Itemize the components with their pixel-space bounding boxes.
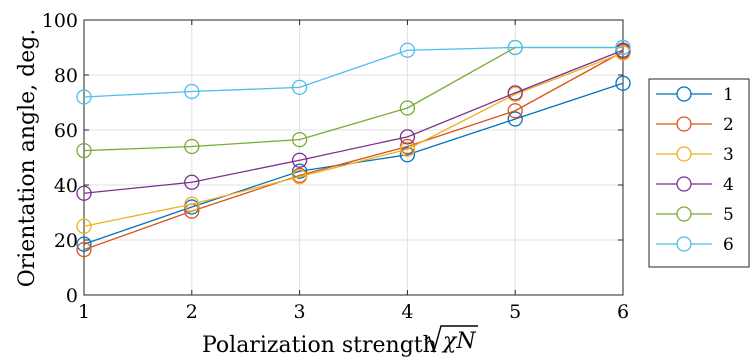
data-point-2 bbox=[76, 241, 92, 258]
series-2 bbox=[76, 43, 631, 258]
data-point-1 bbox=[615, 75, 631, 91]
legend-label: 5 bbox=[723, 205, 734, 225]
series-1 bbox=[76, 75, 631, 252]
y-tick-label: 0 bbox=[66, 285, 78, 307]
x-tick-label: 5 bbox=[509, 301, 521, 323]
legend-label: 3 bbox=[723, 145, 734, 165]
y-tick-label: 100 bbox=[42, 10, 78, 32]
data-point-4 bbox=[76, 185, 92, 201]
legend-marker bbox=[676, 236, 692, 252]
y-tick-label: 60 bbox=[54, 120, 78, 142]
x-axis-label-math: χN bbox=[424, 325, 478, 354]
series-layer bbox=[76, 39, 631, 258]
legend-item-4: 4 bbox=[656, 175, 734, 195]
legend-marker bbox=[676, 86, 692, 102]
legend-marker bbox=[676, 146, 692, 162]
data-point-5 bbox=[184, 138, 200, 155]
x-tick-label: 1 bbox=[78, 301, 90, 323]
data-point-1 bbox=[291, 163, 308, 179]
y-tick-label: 20 bbox=[54, 230, 78, 252]
legend-box bbox=[648, 78, 750, 268]
legend-item-6: 6 bbox=[656, 235, 734, 255]
x-axis-label-text: Polarization strength bbox=[202, 333, 437, 358]
plot-area-frame bbox=[83, 19, 624, 296]
data-point-6 bbox=[615, 39, 631, 56]
legend-item-2: 2 bbox=[656, 115, 734, 135]
y-tick-label: 40 bbox=[54, 175, 78, 197]
data-point-6 bbox=[399, 42, 416, 58]
legend-items: 1 2 3 4 5 6 bbox=[656, 85, 734, 255]
legend-item-1: 1 bbox=[656, 85, 734, 105]
series-4 bbox=[76, 42, 631, 201]
data-point-6 bbox=[76, 89, 92, 105]
series-line-2 bbox=[83, 51, 624, 251]
data-point-4 bbox=[507, 85, 523, 101]
series-line-3 bbox=[83, 52, 624, 227]
series-line-1 bbox=[83, 82, 624, 245]
data-point-3 bbox=[184, 196, 200, 212]
data-point-1 bbox=[507, 111, 523, 127]
series-3 bbox=[76, 45, 631, 234]
series-line-6 bbox=[83, 46, 623, 98]
legend-item-5: 5 bbox=[656, 205, 734, 225]
data-point-5 bbox=[76, 142, 92, 159]
data-point-4 bbox=[184, 174, 200, 190]
x-tick-label: 3 bbox=[294, 301, 306, 323]
x-tick-label: 4 bbox=[401, 301, 413, 323]
series-5 bbox=[76, 39, 631, 159]
data-point-2 bbox=[507, 103, 523, 119]
axes bbox=[83, 19, 624, 296]
legend-marker bbox=[676, 176, 692, 192]
x-tick-label: 6 bbox=[617, 301, 629, 323]
data-point-1 bbox=[399, 147, 416, 163]
x-axis-label: Polarization strength bbox=[202, 333, 437, 358]
data-point-5 bbox=[399, 100, 416, 116]
legend-label: 1 bbox=[723, 85, 734, 105]
legend-label: 2 bbox=[723, 115, 734, 135]
data-point-3 bbox=[291, 169, 308, 185]
legend-label: 4 bbox=[723, 175, 734, 195]
series-line-5 bbox=[83, 46, 623, 152]
series-6 bbox=[76, 39, 631, 105]
data-point-3 bbox=[76, 218, 92, 234]
legend-marker bbox=[676, 206, 692, 222]
data-point-6 bbox=[507, 39, 523, 56]
data-point-5 bbox=[291, 131, 308, 148]
legend: 1 2 3 4 5 6 bbox=[648, 78, 750, 268]
data-point-3 bbox=[399, 141, 416, 157]
series-line-4 bbox=[83, 49, 624, 194]
y-tick-label: 80 bbox=[54, 65, 78, 87]
data-point-4 bbox=[399, 129, 416, 145]
x-tick-label: 2 bbox=[186, 301, 198, 323]
data-point-6 bbox=[184, 83, 200, 100]
data-point-4 bbox=[291, 152, 308, 168]
sqrt-content: χN bbox=[441, 329, 476, 354]
data-point-6 bbox=[291, 79, 308, 96]
legend-item-3: 3 bbox=[656, 145, 734, 165]
y-axis-label: Orientation angle, deg. bbox=[15, 29, 40, 288]
sqrt-symbol bbox=[424, 325, 478, 354]
grid bbox=[84, 20, 623, 295]
data-point-1 bbox=[76, 236, 92, 252]
legend-marker bbox=[676, 116, 692, 132]
legend-label: 6 bbox=[723, 235, 734, 255]
